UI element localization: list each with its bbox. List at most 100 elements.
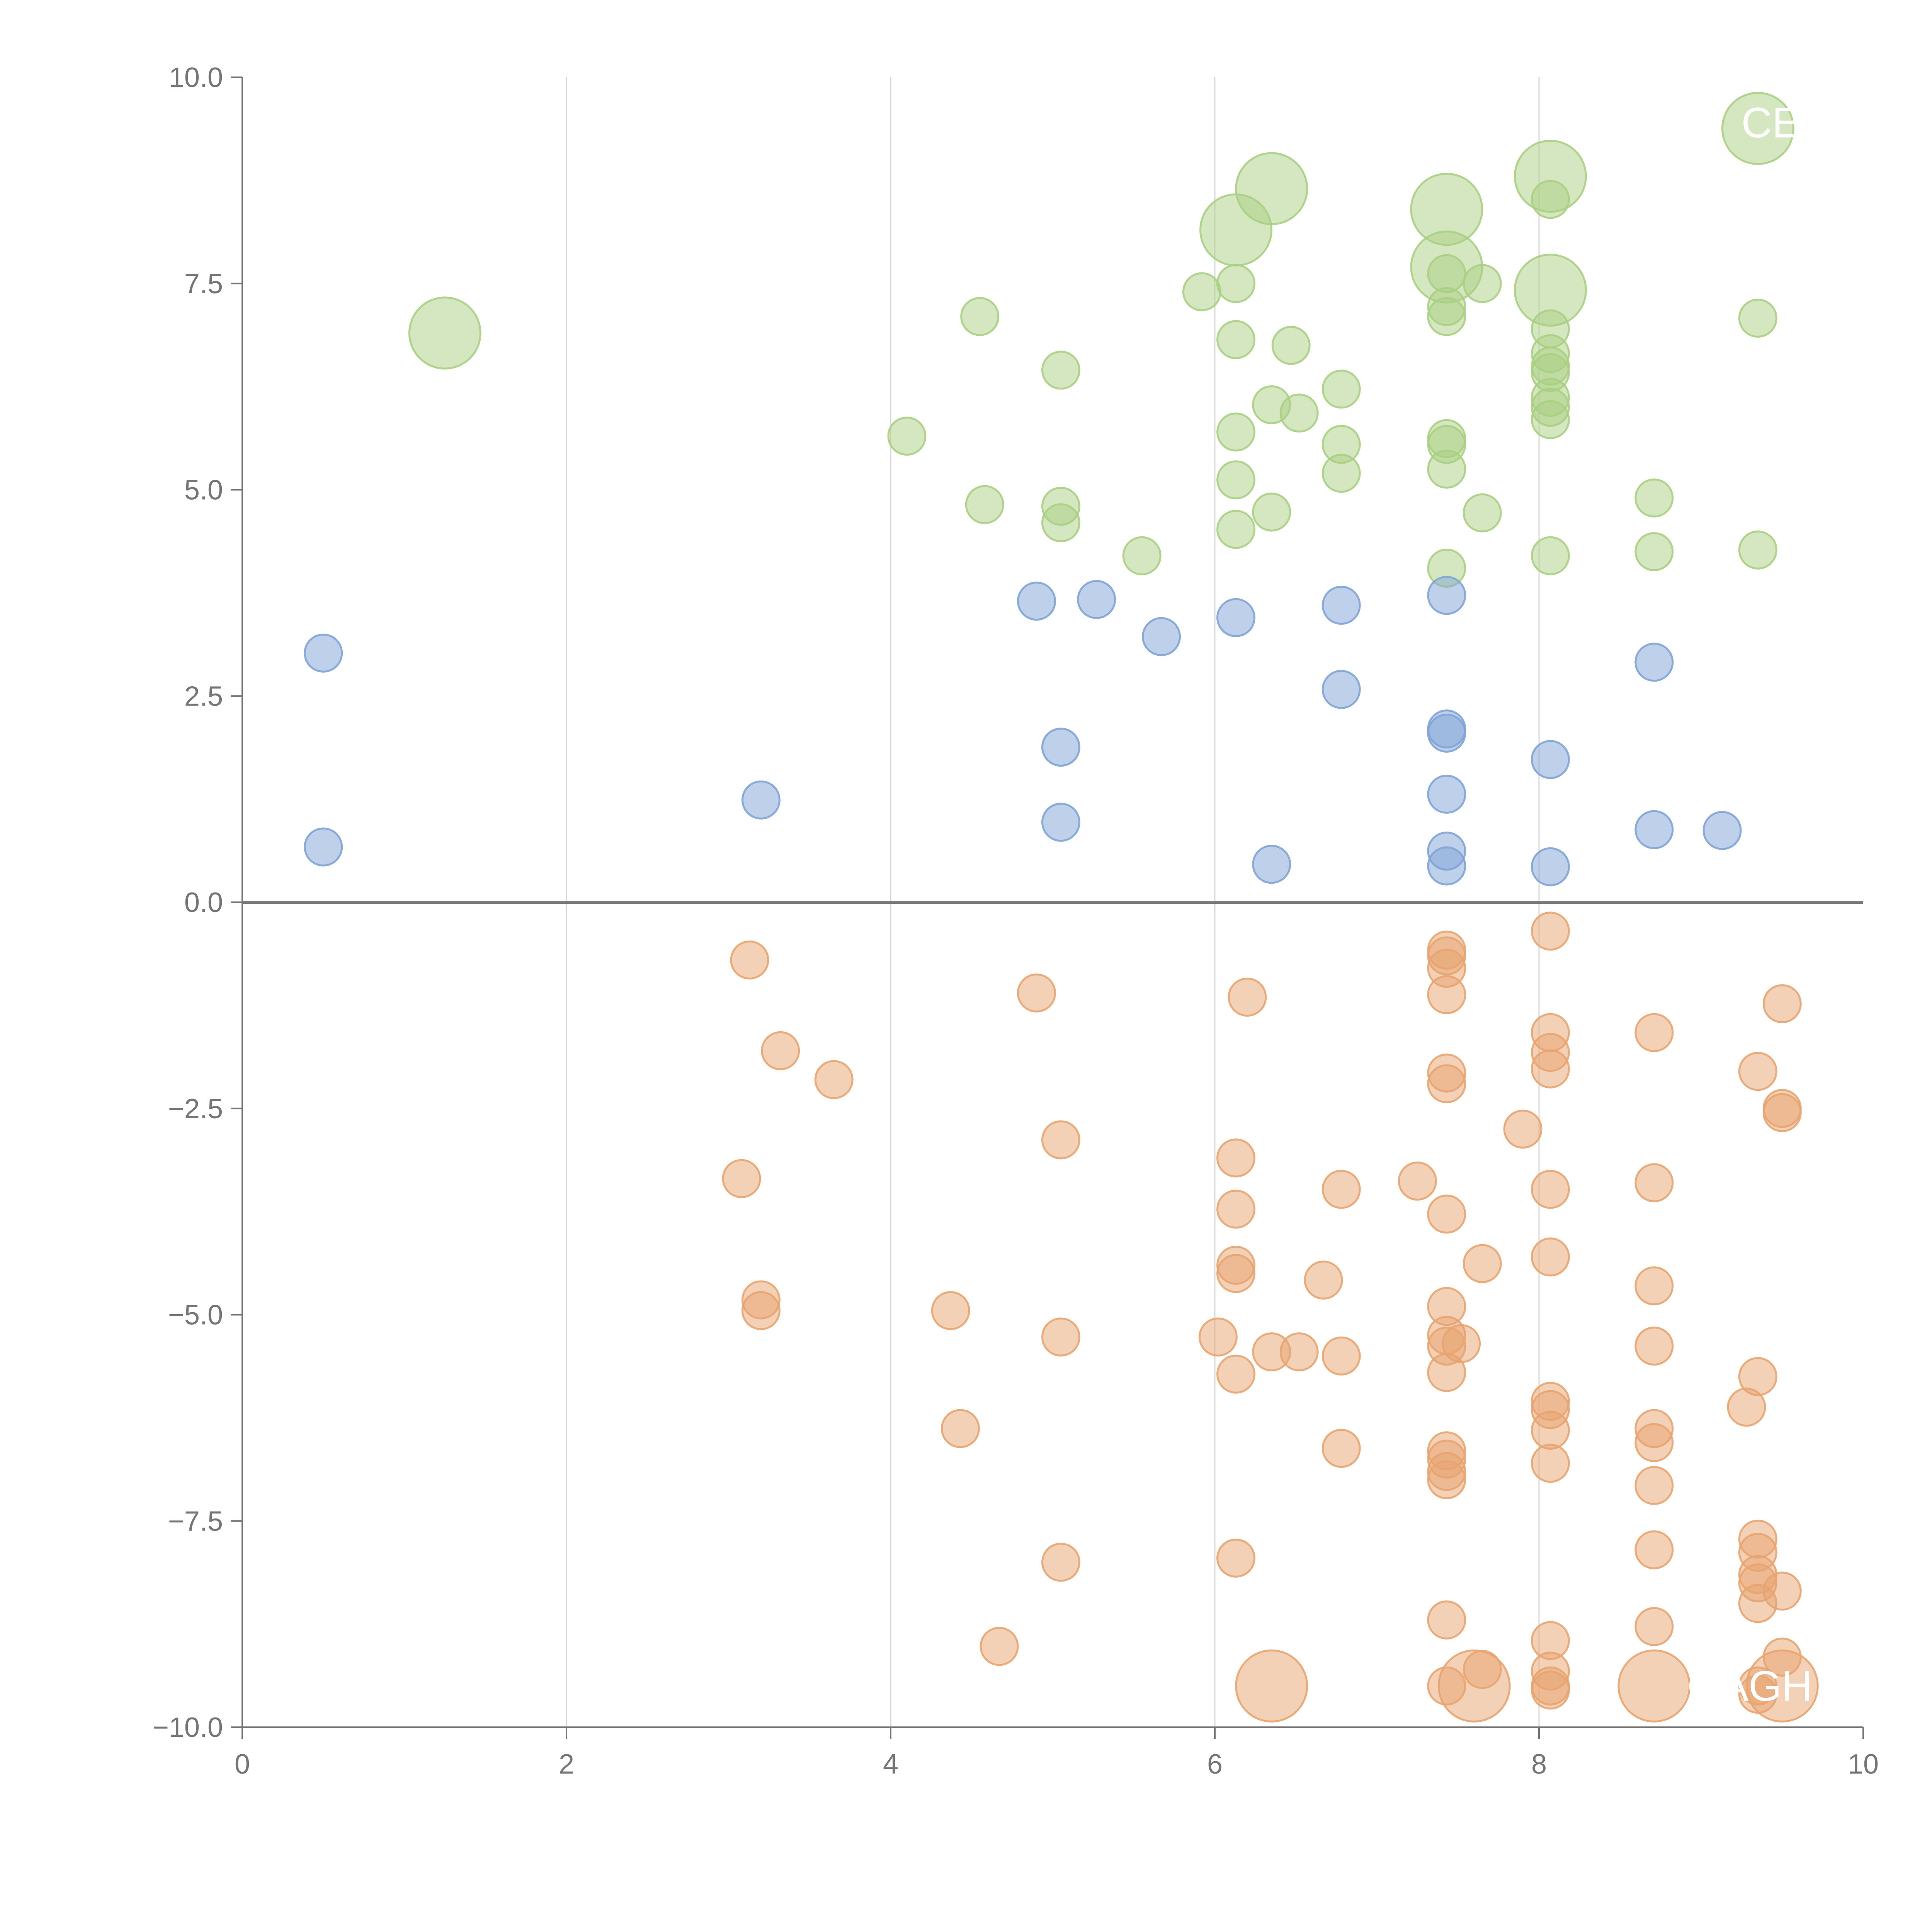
data-point-neg xyxy=(1531,1444,1570,1483)
data-point-neg xyxy=(1398,1162,1437,1201)
y-tick-label: −10.0 xyxy=(153,1712,223,1743)
data-point-neg xyxy=(1634,1530,1674,1570)
data-point-high xyxy=(1427,449,1466,489)
data-point-mid xyxy=(1634,810,1674,849)
data-point-high xyxy=(1271,326,1311,365)
annotation-label: GAGH xyxy=(1687,1662,1812,1710)
data-point-neg xyxy=(730,940,769,980)
data-point-high xyxy=(965,485,1004,524)
data-point-high xyxy=(1321,454,1361,493)
data-point-mid xyxy=(1531,740,1570,779)
data-point-neg xyxy=(814,1060,854,1099)
data-point-mid xyxy=(1531,847,1570,886)
data-point-high xyxy=(1634,478,1674,518)
data-point-neg xyxy=(741,1291,781,1330)
data-point-neg xyxy=(1017,973,1056,1013)
data-point-high xyxy=(1122,536,1162,575)
annotation-label: CE xyxy=(1741,99,1800,146)
data-point-high xyxy=(1216,412,1256,452)
data-point-high xyxy=(1463,264,1502,303)
data-point-neg xyxy=(1216,1354,1256,1394)
data-point-neg xyxy=(1738,1357,1777,1396)
data-point-neg xyxy=(1041,1543,1080,1582)
data-point-neg xyxy=(1531,1410,1570,1450)
x-tick-label: 2 xyxy=(559,1749,574,1780)
y-tick-label: 10.0 xyxy=(169,62,223,93)
bubble-layer xyxy=(304,92,1819,1723)
data-point-neg xyxy=(940,1409,980,1448)
data-point-neg xyxy=(1427,1600,1466,1639)
data-point-neg xyxy=(1427,1460,1466,1499)
data-point-high xyxy=(1531,180,1570,219)
data-point-mid xyxy=(1702,811,1742,850)
data-point-high xyxy=(1321,369,1361,409)
data-point-neg xyxy=(1762,984,1802,1024)
data-point-mid xyxy=(1321,670,1361,709)
data-point-neg xyxy=(1463,1650,1502,1689)
data-point-neg xyxy=(1427,1064,1466,1104)
data-point-high xyxy=(1738,298,1777,338)
data-point-mid xyxy=(1017,582,1056,621)
data-point-neg xyxy=(1321,1336,1361,1376)
data-point-neg xyxy=(1634,1266,1674,1306)
data-point-high xyxy=(1738,530,1777,570)
data-point-neg xyxy=(1531,1237,1570,1277)
data-point-mid xyxy=(1427,576,1466,615)
data-point-neg xyxy=(1634,1423,1674,1462)
data-point-neg xyxy=(1634,1607,1674,1646)
data-point-mid xyxy=(304,633,343,673)
data-point-neg xyxy=(1216,1538,1256,1578)
data-point-neg xyxy=(761,1031,800,1070)
y-tick-label: −2.5 xyxy=(168,1094,223,1124)
y-tick-label: 0.0 xyxy=(184,887,223,918)
data-point-high xyxy=(408,296,481,370)
data-point-mid xyxy=(1321,585,1361,625)
data-point-mid xyxy=(1142,617,1181,656)
data-point-neg xyxy=(1321,1170,1361,1209)
data-point-high xyxy=(1427,297,1466,336)
data-point-mid xyxy=(1252,845,1291,884)
data-point-mid xyxy=(1427,713,1466,753)
data-point-neg xyxy=(931,1291,970,1330)
data-point-neg xyxy=(1634,1466,1674,1505)
data-point-neg xyxy=(1198,1317,1238,1357)
data-point-mid xyxy=(1216,598,1256,637)
y-tick-label: −7.5 xyxy=(168,1506,223,1537)
data-point-neg xyxy=(1427,1194,1466,1234)
data-point-neg xyxy=(1531,1670,1570,1710)
data-point-mid xyxy=(741,780,781,820)
data-point-high xyxy=(1041,503,1080,543)
data-point-neg xyxy=(1762,1571,1802,1611)
data-point-neg xyxy=(1304,1260,1343,1300)
data-point-high xyxy=(1216,264,1256,303)
data-point-mid xyxy=(1427,774,1466,814)
data-point-high xyxy=(1463,493,1502,532)
data-point-neg xyxy=(1216,1138,1256,1178)
y-tick-label: 7.5 xyxy=(184,269,223,299)
x-tick-label: 10 xyxy=(1848,1749,1879,1780)
data-point-neg xyxy=(1041,1317,1080,1357)
data-point-high xyxy=(1041,350,1080,390)
data-point-neg xyxy=(1617,1649,1691,1723)
data-point-mid xyxy=(1041,803,1080,842)
data-point-neg xyxy=(1634,1327,1674,1366)
data-point-neg xyxy=(1279,1332,1319,1372)
data-point-neg xyxy=(1745,1649,1819,1723)
data-point-neg xyxy=(1531,1049,1570,1088)
data-point-neg xyxy=(1738,1052,1777,1091)
data-point-high xyxy=(1216,510,1256,549)
data-point-high xyxy=(1279,393,1319,433)
data-point-neg xyxy=(1634,1163,1674,1202)
data-point-high xyxy=(1216,320,1256,359)
data-point-mid xyxy=(1427,846,1466,886)
data-point-high xyxy=(1182,272,1221,311)
data-point-neg xyxy=(1228,978,1267,1017)
x-tick-label: 6 xyxy=(1207,1749,1223,1780)
data-point-high xyxy=(1634,532,1674,571)
data-point-high xyxy=(1721,92,1794,165)
data-point-mid xyxy=(1077,580,1116,619)
data-point-neg xyxy=(1503,1109,1543,1149)
y-tick-label: 5.0 xyxy=(184,475,223,506)
data-point-neg xyxy=(722,1159,761,1198)
